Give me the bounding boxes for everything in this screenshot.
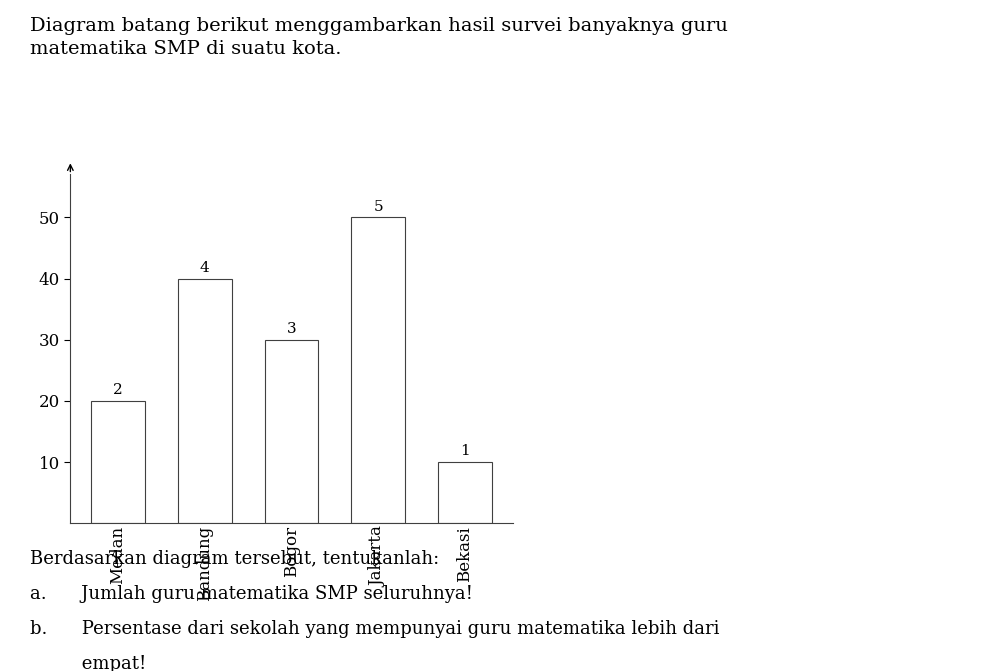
Text: 4: 4 (200, 261, 210, 275)
Text: 2: 2 (114, 383, 123, 397)
Text: 5: 5 (373, 200, 383, 213)
Bar (438, 462, 491, 523)
Text: 3: 3 (286, 322, 296, 336)
Bar (352, 217, 405, 523)
Text: a.      Jumlah guru matematika SMP seluruhnya!: a. Jumlah guru matematika SMP seluruhnya… (30, 585, 473, 603)
Bar (178, 278, 231, 523)
Text: matematika SMP di suatu kota.: matematika SMP di suatu kota. (30, 40, 342, 58)
Text: empat!: empat! (30, 655, 147, 671)
Bar (264, 340, 319, 523)
Bar (91, 401, 145, 523)
Text: b.      Persentase dari sekolah yang mempunyai guru matematika lebih dari: b. Persentase dari sekolah yang mempunya… (30, 620, 720, 638)
Text: Berdasarkan diagram tersebut, tentukanlah:: Berdasarkan diagram tersebut, tentukanla… (30, 550, 439, 568)
Text: Diagram batang berikut menggambarkan hasil survei banyaknya guru: Diagram batang berikut menggambarkan has… (30, 17, 728, 35)
Text: 1: 1 (460, 444, 469, 458)
